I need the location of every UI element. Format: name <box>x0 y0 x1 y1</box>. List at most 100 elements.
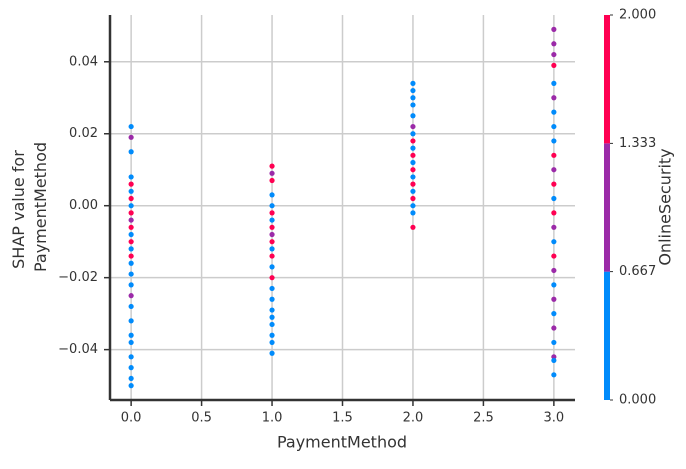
colorbar-tick-label: 0.000 <box>619 393 656 408</box>
point <box>269 264 275 270</box>
point <box>128 332 134 338</box>
point <box>410 87 416 94</box>
point <box>128 282 134 288</box>
point <box>551 354 557 360</box>
point <box>410 174 416 180</box>
point <box>269 339 275 346</box>
point <box>551 152 557 158</box>
x-tick-label: 2.5 <box>473 411 494 426</box>
point <box>410 113 416 119</box>
point <box>128 246 134 252</box>
y-axis-label: SHAP value for PaymentMethod <box>9 142 50 272</box>
point <box>269 332 275 338</box>
point <box>410 224 416 230</box>
point <box>410 181 416 187</box>
point <box>128 181 134 187</box>
point <box>128 224 134 230</box>
point <box>128 149 134 155</box>
point <box>128 293 134 299</box>
point <box>551 95 557 101</box>
point <box>551 267 557 274</box>
point <box>269 163 275 169</box>
point <box>269 275 275 281</box>
point <box>410 145 416 151</box>
point <box>128 354 134 360</box>
point <box>551 253 557 259</box>
colorbar-segment <box>604 15 610 144</box>
point <box>269 224 275 230</box>
point <box>410 95 416 101</box>
y-axis-label-line: SHAP value for <box>9 150 28 269</box>
x-tick-label: 0.0 <box>121 411 142 426</box>
colorbar-segment <box>604 271 610 400</box>
colorbar-label: OnlineSecurity <box>656 148 675 265</box>
point <box>128 195 134 202</box>
colorbar-tick-label: 0.667 <box>619 264 656 279</box>
point <box>551 51 557 58</box>
y-tick-label: 0.04 <box>69 54 98 69</box>
point <box>269 170 275 176</box>
point <box>128 271 134 277</box>
point <box>128 239 134 245</box>
x-tick-label: 0.5 <box>191 411 212 426</box>
y-tick-label: 0.02 <box>69 126 98 141</box>
y-tick-label: 0.00 <box>69 198 98 213</box>
point <box>269 296 275 302</box>
y-tick-label: −0.04 <box>58 342 98 357</box>
x-tick-label: 1.0 <box>262 411 283 426</box>
colorbar-tick-label: 2.000 <box>619 8 656 23</box>
point <box>551 282 557 288</box>
point <box>269 231 275 238</box>
point <box>269 177 275 184</box>
point <box>269 285 275 292</box>
point <box>410 167 416 173</box>
point <box>128 260 134 266</box>
point <box>551 167 557 173</box>
point <box>551 239 557 245</box>
x-axis-label: PaymentMethod <box>277 433 407 452</box>
point <box>128 339 134 346</box>
point <box>410 159 416 166</box>
x-tick-label: 2.0 <box>403 411 424 426</box>
point <box>269 307 275 313</box>
point <box>128 217 134 223</box>
point <box>128 134 134 140</box>
point <box>551 311 557 317</box>
colorbar-tick-label: 1.333 <box>619 136 656 151</box>
y-axis-label-line: PaymentMethod <box>31 142 50 272</box>
point <box>551 41 557 47</box>
point <box>269 350 275 356</box>
point <box>551 210 557 216</box>
colorbar-segment <box>604 143 610 272</box>
point <box>551 325 557 331</box>
x-tick-label: 3.0 <box>544 411 565 426</box>
point <box>128 253 134 259</box>
point <box>551 80 557 86</box>
point <box>551 357 557 364</box>
point <box>410 102 416 108</box>
point <box>269 192 275 198</box>
point <box>269 246 275 252</box>
point <box>410 80 416 86</box>
point <box>410 210 416 216</box>
point <box>128 210 134 216</box>
point <box>551 123 557 130</box>
point <box>410 131 416 137</box>
point <box>551 138 557 144</box>
point <box>551 339 557 346</box>
point <box>128 318 134 324</box>
point <box>128 174 134 180</box>
point <box>269 217 275 223</box>
point <box>128 365 134 371</box>
point <box>410 123 416 130</box>
point <box>410 195 416 202</box>
point <box>128 123 134 130</box>
point <box>551 296 557 302</box>
point <box>551 181 557 187</box>
point <box>269 314 275 320</box>
point <box>269 239 275 245</box>
point <box>551 224 557 230</box>
point <box>269 253 275 259</box>
point <box>269 203 275 209</box>
